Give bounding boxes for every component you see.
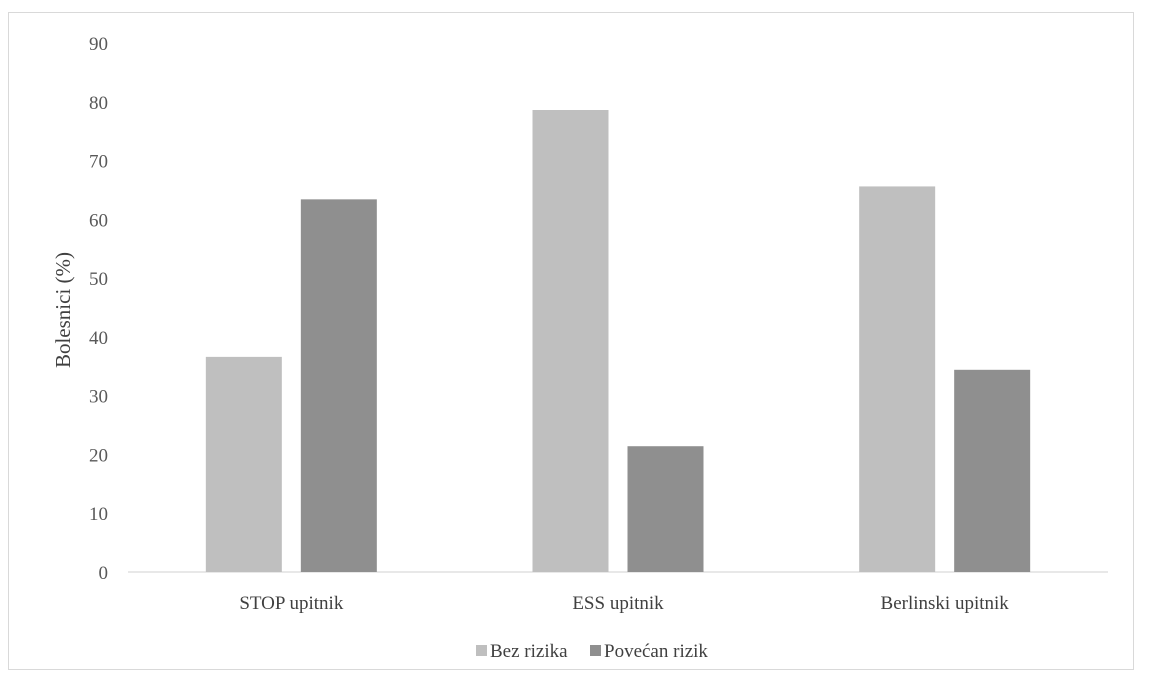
y-tick-label: 40 <box>89 328 108 349</box>
bars <box>205 110 1031 573</box>
legend: Bez rizika Povećan rizik <box>476 641 708 662</box>
y-tick-label: 50 <box>89 269 108 290</box>
bar <box>532 110 609 573</box>
bar <box>859 186 936 572</box>
y-tick-label: 20 <box>89 445 108 466</box>
x-category-label: ESS upitnik <box>572 593 664 614</box>
y-tick-label: 90 <box>89 34 108 55</box>
y-axis-label: Bolesnici (%) <box>51 252 75 368</box>
x-axis-categories: STOP upitnik ESS upitnik Berlinski upitnik <box>239 593 1009 614</box>
x-category-label: STOP upitnik <box>239 593 343 614</box>
legend-label: Povećan rizik <box>604 641 708 662</box>
bar <box>954 369 1031 572</box>
x-category-label: Berlinski upitnik <box>881 593 1010 614</box>
y-tick-label: 10 <box>89 504 108 525</box>
y-tick-label: 0 <box>99 563 109 584</box>
legend-label: Bez rizika <box>490 641 568 662</box>
legend-swatch <box>476 645 487 656</box>
y-axis-ticks: 0 10 20 30 40 50 60 70 80 90 <box>89 34 108 584</box>
legend-swatch <box>590 645 601 656</box>
y-tick-label: 30 <box>89 387 108 408</box>
y-tick-label: 70 <box>89 152 108 173</box>
y-tick-label: 80 <box>89 93 108 114</box>
bar <box>627 446 704 572</box>
bar <box>300 199 377 573</box>
y-tick-label: 60 <box>89 210 108 231</box>
bar <box>205 356 282 572</box>
